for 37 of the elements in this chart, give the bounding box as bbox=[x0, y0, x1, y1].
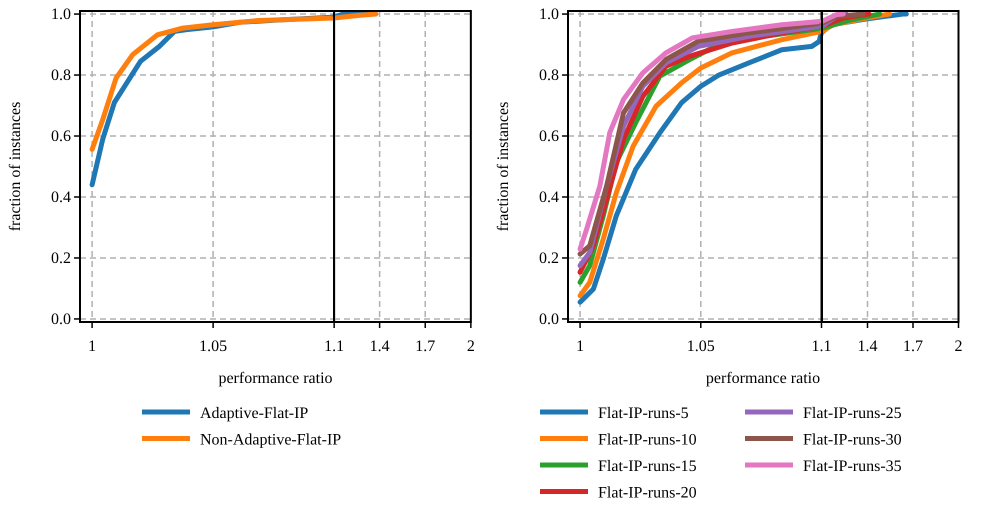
x-tick-label: 1.4 bbox=[370, 338, 390, 355]
y-axis-title: fraction of instances bbox=[7, 102, 24, 232]
y-tick-label: 0.6 bbox=[539, 128, 559, 146]
y-tick-label: 0.4 bbox=[51, 188, 71, 206]
x-tick-label: 1.7 bbox=[415, 338, 436, 355]
legend-label: Non-Adaptive-Flat-IP bbox=[200, 431, 342, 448]
y-tick-label: 0.0 bbox=[539, 310, 559, 328]
legend-label: Adaptive-Flat-IP bbox=[200, 404, 308, 422]
y-tick-label: 0.4 bbox=[539, 188, 559, 206]
y-tick-label: 0.0 bbox=[51, 310, 71, 328]
legend-label: Flat-IP-runs-10 bbox=[598, 432, 697, 448]
y-tick-label: 1.0 bbox=[539, 6, 559, 24]
legend-label: Flat-IP-runs-15 bbox=[598, 458, 697, 475]
y-tick-label: 0.6 bbox=[51, 128, 71, 146]
y-tick-label: 0.2 bbox=[51, 250, 71, 267]
y-tick-label: 0.8 bbox=[539, 67, 559, 84]
legend-label: Flat-IP-runs-30 bbox=[803, 432, 902, 448]
x-tick-label: 1 bbox=[576, 338, 584, 355]
legend-label: Flat-IP-runs-20 bbox=[598, 484, 697, 502]
x-axis-title: performance ratio bbox=[706, 370, 820, 387]
legend-label: Flat-IP-runs-25 bbox=[803, 405, 902, 422]
x-tick-label: 1.7 bbox=[902, 338, 922, 355]
x-tick-label: 2 bbox=[954, 338, 962, 355]
legend-label: Flat-IP-runs-5 bbox=[598, 405, 689, 422]
x-tick-label: 1.1 bbox=[324, 338, 344, 355]
y-tick-label: 0.8 bbox=[51, 67, 71, 84]
y-tick-label: 1.0 bbox=[51, 6, 71, 24]
x-axis-title: performance ratio bbox=[218, 370, 333, 387]
y-tick-label: 0.2 bbox=[539, 250, 559, 267]
x-tick-label: 2 bbox=[466, 338, 475, 355]
x-tick-label: 1.4 bbox=[857, 338, 877, 355]
x-tick-label: 1 bbox=[88, 338, 96, 355]
x-tick-label: 1.05 bbox=[686, 338, 715, 355]
x-tick-label: 1.1 bbox=[812, 338, 832, 355]
x-tick-label: 1.05 bbox=[199, 338, 228, 355]
y-axis-title: fraction of instances bbox=[495, 102, 512, 232]
legend-label: Flat-IP-runs-35 bbox=[803, 458, 902, 475]
